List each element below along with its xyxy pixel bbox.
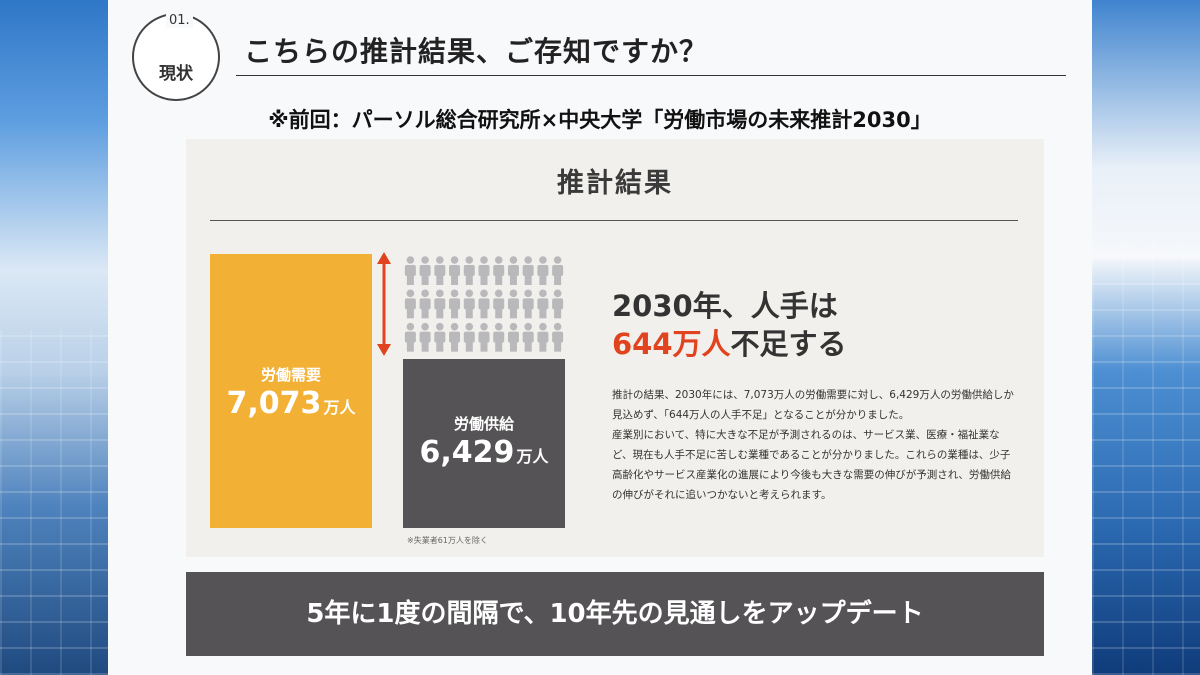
person-icon bbox=[493, 289, 505, 319]
person-icon bbox=[434, 289, 446, 319]
supply-bar: 労働供給 6,429 万人 bbox=[403, 359, 565, 528]
headline-highlight: 644万人 bbox=[612, 327, 731, 361]
person-icon bbox=[507, 256, 519, 285]
person-icon bbox=[463, 256, 475, 285]
person-icon bbox=[434, 322, 446, 352]
person-icon bbox=[507, 289, 519, 319]
page-title: こちらの推計結果、ご存知ですか？ bbox=[244, 35, 709, 68]
background-right-building bbox=[1092, 0, 1200, 675]
person-icon bbox=[552, 256, 564, 285]
background-left-building bbox=[0, 0, 108, 675]
person-icon bbox=[537, 322, 549, 352]
person-icon bbox=[449, 256, 461, 285]
section-number: 01. bbox=[166, 13, 193, 28]
person-icon bbox=[552, 322, 564, 352]
person-icon bbox=[493, 256, 505, 285]
person-icon bbox=[478, 322, 490, 352]
headline-rest: 不足する bbox=[730, 327, 847, 361]
bottom-banner: 5年に1度の間隔で、10年先の見通しをアップデート bbox=[186, 572, 1044, 656]
supply-number: 6,429 bbox=[419, 435, 515, 470]
supply-label: 労働供給 bbox=[453, 415, 514, 433]
person-icon bbox=[522, 289, 534, 319]
body-text: 推計の結果、2030年には、7,073万人の労働需要に対し、6,429万人の労働… bbox=[612, 385, 1020, 505]
demand-label: 労働需要 bbox=[260, 366, 321, 384]
person-icon bbox=[419, 322, 431, 352]
person-icon bbox=[404, 289, 416, 319]
headline-line1: 2030年、人手は bbox=[612, 289, 838, 323]
person-icon bbox=[537, 256, 549, 285]
people-icons bbox=[404, 256, 564, 352]
supply-unit: 万人 bbox=[516, 447, 549, 466]
person-icon bbox=[537, 289, 549, 319]
section-label: 現状 bbox=[159, 64, 193, 84]
person-icon bbox=[463, 289, 475, 319]
person-icon bbox=[404, 322, 416, 352]
headline: 2030年、人手は 644万人不足する bbox=[612, 287, 847, 363]
title-divider bbox=[236, 75, 1066, 76]
person-icon bbox=[434, 256, 446, 285]
person-icon bbox=[522, 256, 534, 285]
body-paragraph: 推計の結果、2030年には、7,073万人の労働需要に対し、6,429万人の労働… bbox=[612, 389, 1014, 421]
slide: 現状 01. こちらの推計結果、ご存知ですか？ ※前回：パーソル総合研究所×中央… bbox=[108, 0, 1092, 675]
page-subtitle: ※前回：パーソル総合研究所×中央大学「労働市場の未来推計2030」 bbox=[268, 108, 932, 132]
person-icon bbox=[449, 289, 461, 319]
person-icon bbox=[419, 289, 431, 319]
person-icon bbox=[478, 289, 490, 319]
person-icon bbox=[507, 322, 519, 352]
person-icon bbox=[552, 289, 564, 319]
demand-value: 7,073 万人 bbox=[210, 386, 372, 421]
headline-line2: 644万人不足する bbox=[612, 325, 847, 363]
person-icon bbox=[419, 256, 431, 285]
supply-value: 6,429 万人 bbox=[403, 435, 565, 470]
demand-bar: 労働需要 7,073 万人 bbox=[210, 254, 372, 528]
body-paragraph: 産業別において、特に大きな不足が予測されるのは、サービス業、医療・福祉業など、現… bbox=[612, 429, 1011, 501]
demand-unit: 万人 bbox=[323, 398, 356, 417]
footnote: ※失業者61万人を除く bbox=[407, 536, 488, 545]
person-icon bbox=[478, 256, 490, 285]
panel-divider bbox=[210, 220, 1018, 221]
person-icon bbox=[404, 256, 416, 285]
result-panel: 推計結果 労働需要 7,073 万人 労働供給 6,429 万人 ※失業者61万人を… bbox=[186, 139, 1044, 557]
person-icon bbox=[522, 322, 534, 352]
person-icon bbox=[463, 322, 475, 352]
double-arrow-vertical-icon bbox=[377, 252, 391, 356]
panel-title: 推計結果 bbox=[557, 168, 673, 199]
person-icon bbox=[493, 322, 505, 352]
shortage-people-grid bbox=[403, 254, 565, 354]
demand-number: 7,073 bbox=[226, 386, 322, 421]
person-icon bbox=[449, 322, 461, 352]
